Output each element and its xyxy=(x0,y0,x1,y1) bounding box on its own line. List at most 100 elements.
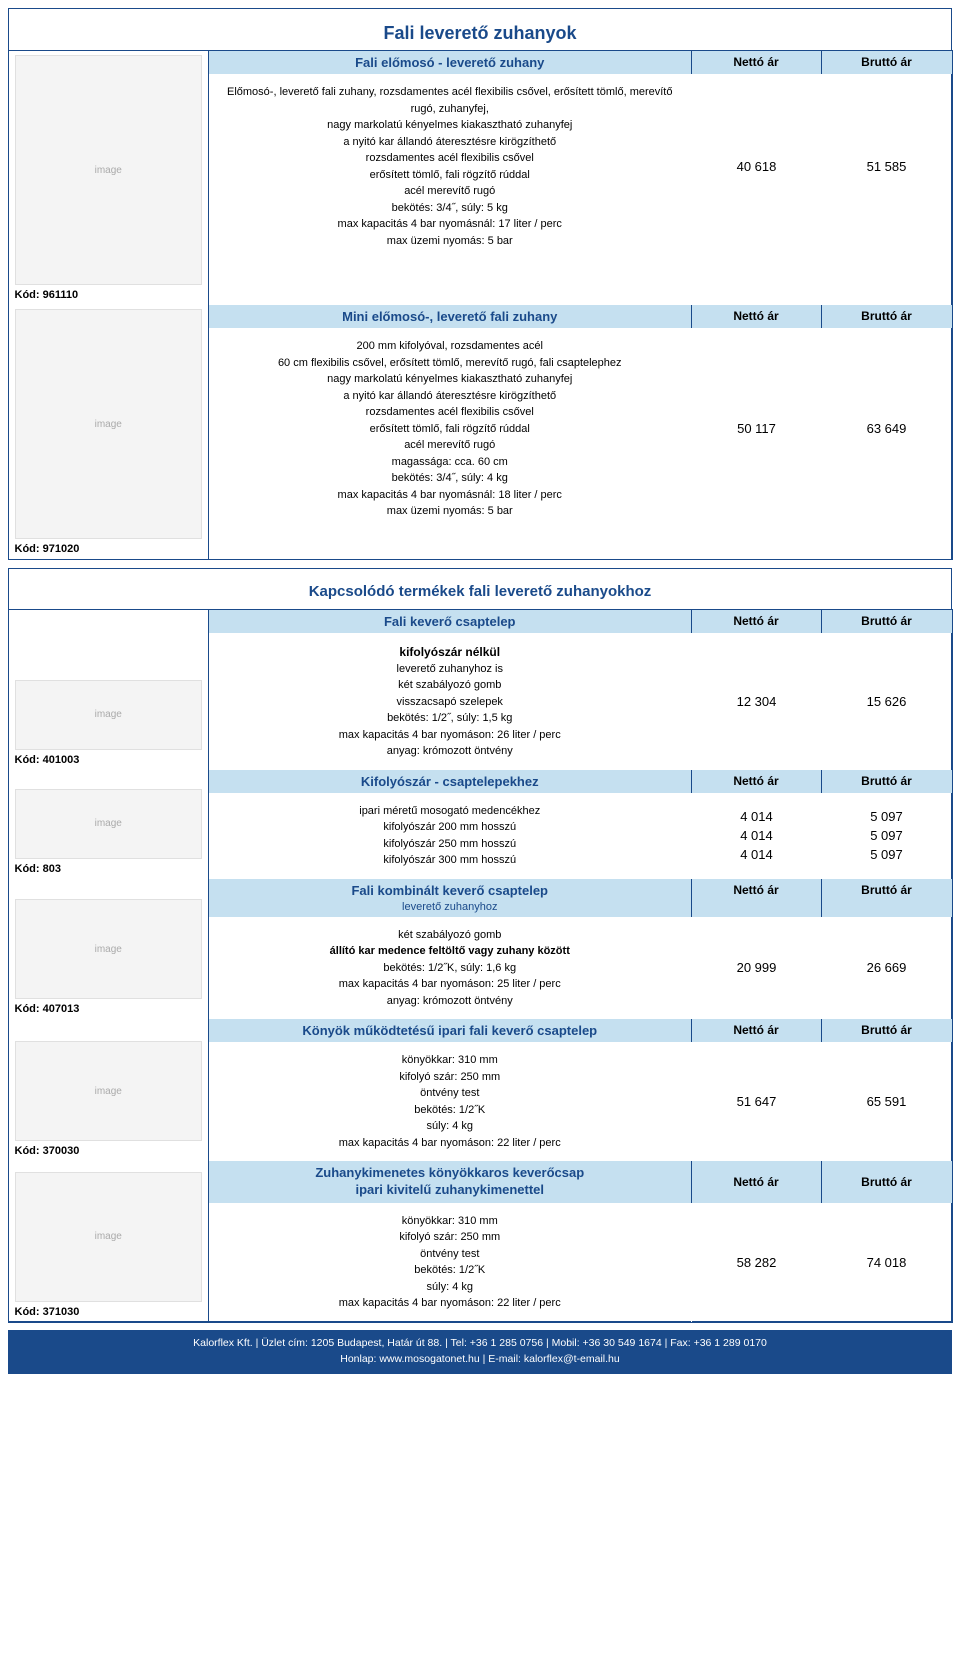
desc-line: anyag: krómozott öntvény xyxy=(217,743,683,760)
desc-line: max kapacitás 4 bar nyomásnál: 18 liter … xyxy=(217,487,683,504)
gross-price: 5 097 xyxy=(870,809,903,824)
desc-line: súly: 4 kg xyxy=(217,1118,683,1135)
gross-price: 5 097 xyxy=(870,847,903,862)
gross-header: Bruttó ár xyxy=(822,305,952,328)
desc-line: 200 mm kifolyóval, rozsdamentes acél xyxy=(217,338,683,355)
net-price: 4 014 xyxy=(740,809,773,824)
product-label: Fali keverő csaptelep xyxy=(209,610,692,633)
product-desc: 200 mm kifolyóval, rozsdamentes acél60 c… xyxy=(209,328,692,530)
desc-line: nagy markolatú kényelmes kiakasztható zu… xyxy=(217,117,683,134)
desc-line: ipari méretű mosogató medencékhez xyxy=(217,803,683,820)
desc-line: bekötés: 3/4˝, súly: 5 kg xyxy=(217,200,683,217)
product-image: image xyxy=(15,899,203,999)
net-price: 12 304 xyxy=(692,633,822,770)
product-code: Kód: 961110 xyxy=(15,285,203,301)
net-header: Nettó ár xyxy=(692,51,822,74)
desc-line: két szabályozó gomb xyxy=(217,927,683,944)
body-row: Előmosó-, leverető fali zuhany, rozsdame… xyxy=(209,74,952,259)
product-image: image xyxy=(15,55,203,285)
header-row: Fali kombinált keverő csaptelep leverető… xyxy=(209,879,952,917)
product-code: Kód: 407013 xyxy=(15,999,203,1015)
header-row: Kifolyószár - csaptelepekhez Nettó ár Br… xyxy=(209,770,952,793)
product-label-sub: leverető zuhanyhoz xyxy=(402,901,497,913)
gross-header: Bruttó ár xyxy=(822,1161,952,1203)
desc-line: 60 cm flexibilis csővel, erősített tömlő… xyxy=(217,355,683,372)
desc-line: erősített tömlő, fali rögzítő rúddal xyxy=(217,167,683,184)
desc-line: rugó, zuhanyfej, xyxy=(217,101,683,118)
gross-price: 26 669 xyxy=(822,917,952,1020)
product-code: Kód: 401003 xyxy=(15,750,203,766)
desc-line: állító kar medence feltöltő vagy zuhany … xyxy=(217,943,683,960)
product-label: Mini előmosó-, leverető fali zuhany xyxy=(209,305,692,328)
product-code: Kód: 370030 xyxy=(15,1141,203,1157)
desc-line: bekötés: 1/2˝, súly: 1,5 kg xyxy=(217,710,683,727)
image-cell: image Kód: 961110 xyxy=(9,51,209,305)
gross-price: 63 649 xyxy=(822,328,952,530)
net-price: 4 014 xyxy=(740,847,773,862)
header-row: Könyök működtetésű ipari fali keverő csa… xyxy=(209,1019,952,1042)
body-row: ipari méretű mosogató medencékhezkifolyó… xyxy=(209,793,952,879)
desc-line: visszacsapó szelepek xyxy=(217,694,683,711)
main-cell: Fali keverő csaptelep Nettó ár Bruttó ár… xyxy=(209,610,952,770)
desc-line: bekötés: 1/2˝K xyxy=(217,1102,683,1119)
body-row: könyökkar: 310 mmkifolyó szár: 250 mmönt… xyxy=(209,1203,952,1322)
product-label-text: Fali kombinált keverő csaptelep xyxy=(351,883,548,898)
section-title-wrap: Fali leverető zuhanyok xyxy=(9,9,951,50)
desc-line: magassága: cca. 60 cm xyxy=(217,454,683,471)
desc-line: kifolyószár 200 mm hosszú xyxy=(217,819,683,836)
desc-line: acél merevítő rugó xyxy=(217,437,683,454)
section-2: Kapcsolódó termékek fali leverető zuhany… xyxy=(8,568,952,1323)
product-desc: könyökkar: 310 mmkifolyó szár: 250 mmönt… xyxy=(209,1042,692,1161)
gross-price-col: 5 097 5 097 5 097 xyxy=(822,793,952,879)
desc-line: bekötés: 3/4˝, súly: 4 kg xyxy=(217,470,683,487)
gross-price: 15 626 xyxy=(822,633,952,770)
product-code: Kód: 803 xyxy=(15,859,203,875)
desc-line: acél merevítő rugó xyxy=(217,183,683,200)
gross-price: 74 018 xyxy=(822,1203,952,1322)
section-frame: image Kód: 401003 Fali keverő csaptelep … xyxy=(8,609,953,1323)
desc-line: max üzemi nyomás: 5 bar xyxy=(217,503,683,520)
product-label: Zuhanykimenetes könyökkaros keverőcsap i… xyxy=(209,1161,692,1203)
desc-line: rozsdamentes acél flexibilis csővel xyxy=(217,404,683,421)
net-header: Nettó ár xyxy=(692,770,822,793)
product-desc: kifolyószár nélkülleverető zuhanyhoz isk… xyxy=(209,633,692,770)
desc-line: max kapacitás 4 bar nyomáson: 22 liter /… xyxy=(217,1295,683,1312)
gross-header: Bruttó ár xyxy=(822,610,952,633)
product-image: image xyxy=(15,1172,203,1302)
main-cell: Kifolyószár - csaptelepekhez Nettó ár Br… xyxy=(209,770,952,879)
desc-line: leverető zuhanyhoz is xyxy=(217,661,683,678)
desc-line: a nyitó kar állandó áteresztésre kirögzí… xyxy=(217,134,683,151)
product-desc: két szabályozó gombállító kar medence fe… xyxy=(209,917,692,1020)
desc-subtitle: kifolyószár nélkül xyxy=(217,643,683,661)
desc-line: könyökkar: 310 mm xyxy=(217,1213,683,1230)
section-1: Fali leverető zuhanyok image Kód: 961110… xyxy=(8,8,952,560)
main-cell: Könyök működtetésű ipari fali keverő csa… xyxy=(209,1019,952,1161)
net-price: 40 618 xyxy=(692,74,822,259)
product-image: image xyxy=(15,1041,203,1141)
footer-line2: Honlap: www.mosogatonet.hu | E-mail: kal… xyxy=(340,1353,620,1365)
product-code: Kód: 971020 xyxy=(15,539,203,555)
net-price-col: 4 014 4 014 4 014 xyxy=(692,793,822,879)
gross-price: 65 591 xyxy=(822,1042,952,1161)
body-row: 200 mm kifolyóval, rozsdamentes acél60 c… xyxy=(209,328,952,530)
desc-line: rozsdamentes acél flexibilis csővel xyxy=(217,150,683,167)
main-cell: Fali kombinált keverő csaptelep leverető… xyxy=(209,879,952,1020)
net-header: Nettó ár xyxy=(692,610,822,633)
product-image: image xyxy=(15,309,203,539)
main-cell: Mini előmosó-, leverető fali zuhany Nett… xyxy=(209,305,952,559)
gross-header: Bruttó ár xyxy=(822,1019,952,1042)
net-price: 20 999 xyxy=(692,917,822,1020)
gross-header: Bruttó ár xyxy=(822,879,952,917)
desc-line: kifolyó szár: 250 mm xyxy=(217,1229,683,1246)
desc-line: kifolyó szár: 250 mm xyxy=(217,1069,683,1086)
image-cell: image Kód: 407013 xyxy=(9,879,209,1020)
desc-line: max kapacitás 4 bar nyomásnál: 17 liter … xyxy=(217,216,683,233)
net-header: Nettó ár xyxy=(692,1019,822,1042)
desc-line: két szabályozó gomb xyxy=(217,677,683,694)
net-header: Nettó ár xyxy=(692,879,822,917)
net-price: 51 647 xyxy=(692,1042,822,1161)
product-label-line2: ipari kivitelű zuhanykimenettel xyxy=(355,1182,544,1197)
image-cell: image Kód: 370030 xyxy=(9,1019,209,1161)
product-label-line1: Zuhanykimenetes könyökkaros keverőcsap xyxy=(315,1165,584,1180)
gross-price: 51 585 xyxy=(822,74,952,259)
